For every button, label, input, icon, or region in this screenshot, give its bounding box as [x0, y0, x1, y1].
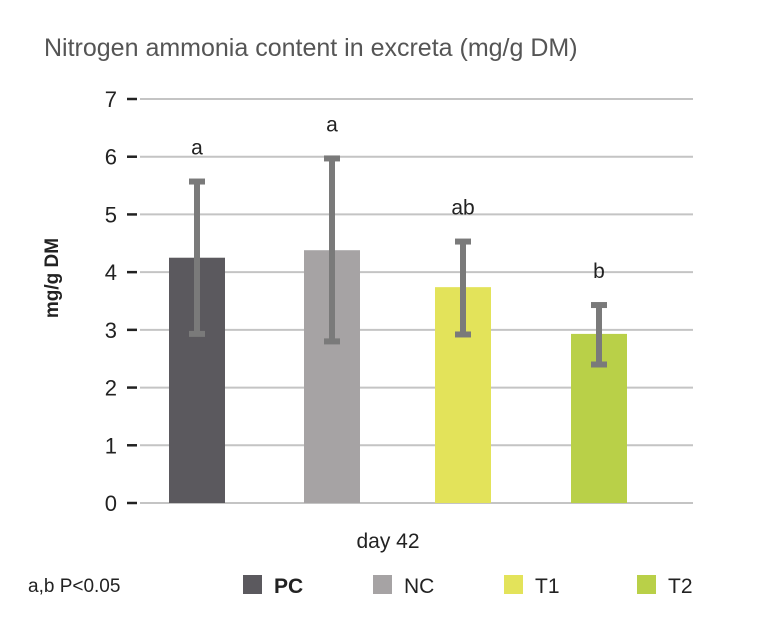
y-tick-label: 0: [105, 491, 117, 516]
y-tick-label: 7: [105, 87, 117, 112]
significance-label: a: [326, 113, 338, 136]
y-tick-label: 3: [105, 318, 117, 343]
legend-label: T2: [668, 575, 693, 598]
significance-label: b: [593, 260, 605, 283]
legend-label: PC: [274, 575, 303, 598]
footnote: a,b P<0.05: [28, 576, 121, 597]
y-tick-label: 6: [105, 145, 117, 170]
legend-label: NC: [404, 575, 434, 598]
y-axis-label: mg/g DM: [42, 238, 63, 318]
chart-title: Nitrogen ammonia content in excreta (mg/…: [44, 34, 578, 62]
y-tick-label: 5: [105, 202, 117, 227]
significance-label: ab: [451, 197, 474, 220]
y-tick-label: 1: [105, 433, 117, 458]
legend-swatch: [504, 575, 523, 594]
legend-swatch: [637, 575, 656, 594]
y-tick-label: 2: [105, 376, 117, 401]
legend-label: T1: [535, 575, 560, 598]
y-tick-label: 4: [105, 260, 117, 285]
x-axis-label: day 42: [356, 530, 419, 553]
legend-swatch: [243, 575, 262, 594]
significance-label: a: [191, 137, 203, 160]
legend-swatch: [373, 575, 392, 594]
